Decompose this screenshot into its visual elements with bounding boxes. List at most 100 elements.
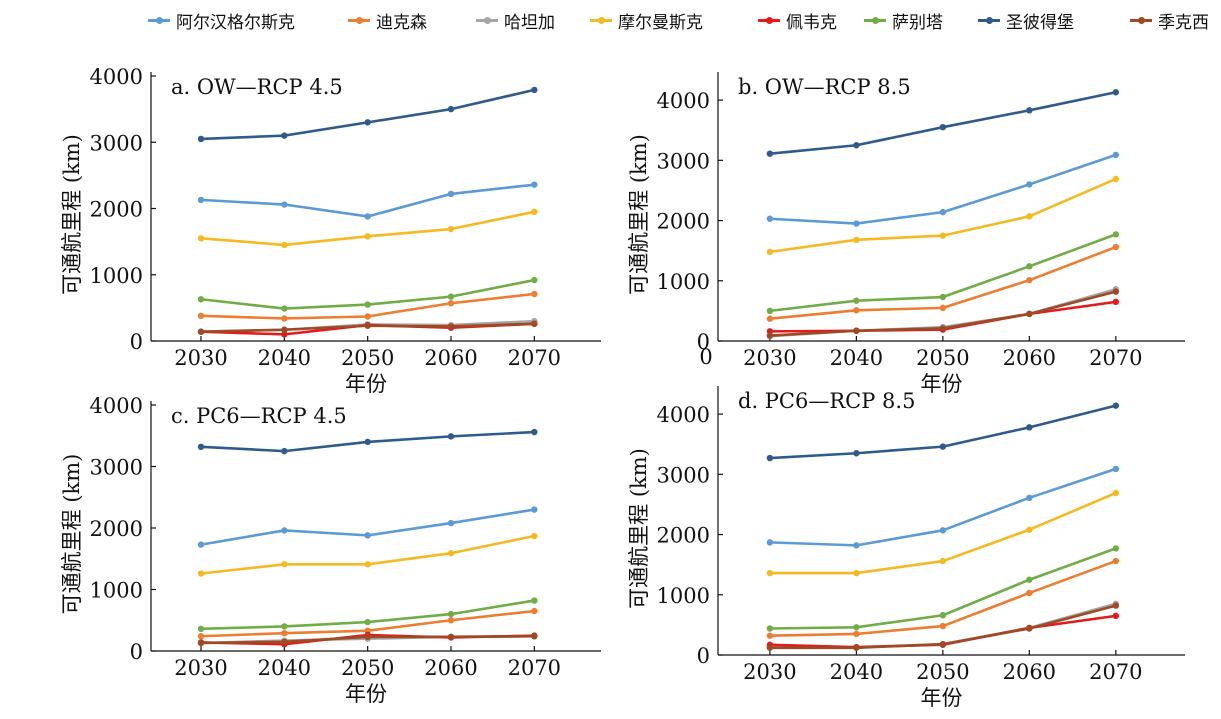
data-point [766,539,774,546]
data-point [1112,557,1120,565]
data-point [531,208,538,216]
data-point [447,617,455,624]
data-point [531,633,538,640]
data-point [447,190,455,198]
data-point [281,201,288,208]
x-tick-label: 2050 [341,346,394,370]
data-point [531,607,538,615]
chart-legend: 阿尔汉格尔斯克 迪克森 哈坦加 摩尔曼斯克 佩韦克 萨别塔 圣彼得堡 季克西 [0,0,1221,36]
chart-title: a. OW—RCP 4.5 [171,75,343,99]
series-line [769,177,1117,254]
data-point [939,304,947,312]
data-point [197,196,205,204]
data-point [853,569,860,577]
x-tick-label: 2060 [424,346,477,370]
series-group [197,290,538,322]
legend-item: 哈坦加 [476,8,555,33]
chart-title: b. OW—RCP 8.5 [738,75,911,99]
x-tick-label: 2070 [1089,660,1142,684]
data-point [281,638,288,645]
legend-label: 圣彼得堡 [1006,12,1074,33]
y-tick-label: 2000 [90,198,143,222]
data-point [766,644,774,651]
data-point [531,290,538,298]
legend-label: 阿尔汉格尔斯克 [176,12,295,33]
y-tick-label: 4000 [657,403,710,427]
x-axis-label: 年份 [345,682,387,706]
data-point [281,629,288,637]
data-point [447,610,455,618]
y-tick-label: 0 [697,330,710,354]
legend-label: 萨别塔 [892,12,943,33]
series-group [766,243,1120,322]
data-point [1112,298,1120,306]
data-point [766,625,774,632]
data-point [531,86,538,94]
x-tick-label: 2050 [916,346,969,370]
series-line [200,534,535,575]
data-point [1112,402,1120,409]
data-point [1026,107,1033,114]
x-tick-label: 2030 [743,660,796,684]
y-tick-label: 4000 [90,394,143,418]
data-point [197,443,205,451]
y-tick-label: 0 [130,330,143,354]
data-point [939,232,947,239]
data-point [197,135,205,143]
y-tick-label: 4000 [90,65,143,89]
data-point [1112,612,1120,620]
series-group [766,465,1120,549]
data-point [364,438,371,446]
series-group [197,532,538,577]
legend-item: 佩韦克 [758,8,837,33]
data-point [364,322,371,329]
data-point [1112,465,1120,473]
data-point [853,307,860,314]
x-tick-label: 2030 [743,346,796,370]
data-point [853,542,860,549]
series-group [197,276,538,312]
data-point [447,633,455,641]
data-point [531,428,538,436]
data-point [939,325,947,332]
data-point [853,327,860,334]
data-point [939,640,947,648]
data-point [1026,576,1033,583]
data-point [1026,263,1033,270]
x-tick-label: 2070 [1089,346,1142,370]
series-group [766,151,1120,227]
series-line [769,404,1117,460]
data-point [1026,494,1033,502]
data-point [281,623,288,630]
legend-item: 萨别塔 [864,8,943,33]
y-tick-label: 1000 [90,264,143,288]
x-tick-label: 2040 [258,656,311,680]
x-tick-label: 2050 [916,660,969,684]
data-point [364,313,371,320]
x-tick-label: 2030 [174,346,227,370]
x-tick-label: 2040 [830,660,883,684]
data-point [1026,424,1033,431]
series-line [200,508,535,546]
data-point [939,557,947,565]
series-group [766,602,1120,651]
x-axis-label: 年份 [921,686,963,710]
series-group [766,489,1120,577]
data-point [531,181,538,188]
data-point [939,443,947,450]
y-tick-label: 1000 [657,270,710,294]
x-tick-label: 2060 [424,656,477,680]
x-tick-label: 2040 [258,346,311,370]
data-point [364,633,371,641]
series-line [200,183,535,218]
series-line [769,90,1117,155]
legend-item: 摩尔曼斯克 [590,8,703,33]
data-point [364,213,371,220]
data-point [281,132,288,139]
data-point [1112,231,1120,238]
data-point [447,225,455,233]
y-tick-label: 4000 [657,89,710,113]
series-group [197,86,538,143]
data-point [1026,625,1033,632]
y-axis-label: 可通航里程 (km) [627,134,651,295]
